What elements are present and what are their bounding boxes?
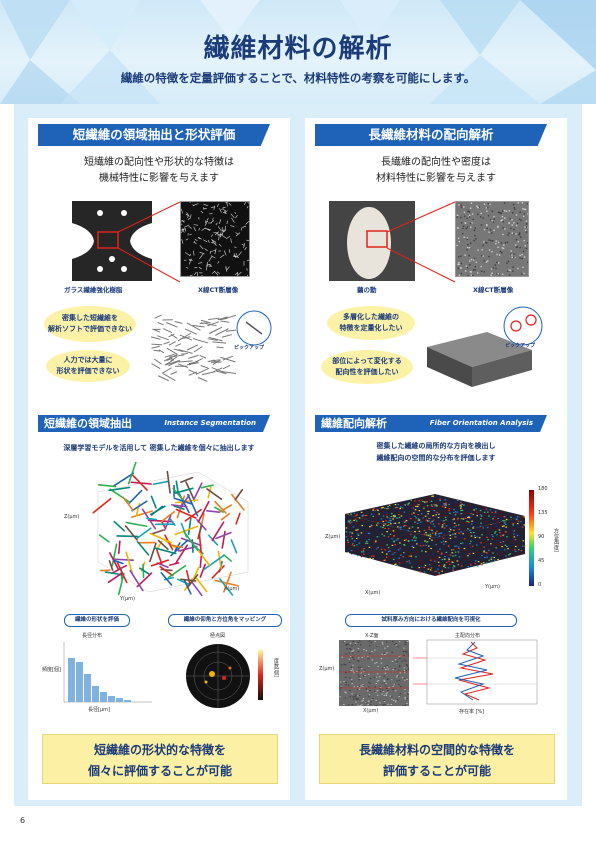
right-intro-line2: 材料特性に影響を与えます [376, 173, 496, 184]
left-bubble-1-line1: 密集した短繊維を [62, 314, 118, 322]
left-section-title: 短繊維の領域抽出 [44, 417, 132, 430]
dist-xlabel: 存在率 [%] [459, 709, 485, 715]
right-bubble-2: 部位によって変化する 配向性を評価したい [321, 350, 413, 384]
polar-title: 極点図 [210, 633, 226, 639]
right-axis-y: Y(μm) [485, 584, 501, 590]
right-panel: 長繊維材料の配向解析 長繊維の配向性や密度は 材料特性に影響を与えます 繭の動 … [305, 118, 567, 800]
left-conclusion: 短繊維の形状的な特徴を 個々に評価することが可能 [42, 734, 278, 784]
right-section-en: Fiber Orientation Analysis [429, 419, 533, 427]
left-fiber-cluster [150, 314, 236, 382]
right-pickup-label: ピックアップ [505, 343, 536, 349]
left-intro-line2: 機械特性に影響を与えます [99, 173, 219, 184]
right-section-title: 繊維配向解析 [321, 417, 387, 430]
cocoon-photo [329, 201, 415, 281]
left-bubble-2-line2: 形状を評価できない [56, 367, 120, 375]
orientation-colorbar [529, 490, 534, 586]
left-bubble-2: 人力では大量に 形状を評価できない [46, 350, 130, 382]
left-ct-image [178, 197, 252, 278]
colorbar-tick: 0 [538, 582, 542, 588]
right-bubble-2-line1: 部位によって変化する [332, 357, 402, 365]
left-axis-x: X(μm) [224, 586, 240, 592]
right-intro: 長繊維の配向性や密度は 材料特性に影響を与えます [305, 155, 567, 187]
left-axis-z: Z(μm) [64, 514, 80, 520]
page-number: 6 [20, 816, 26, 825]
left-pickup-label: ピックアップ [234, 345, 265, 351]
dist-title: 主配向分布 [455, 633, 481, 639]
right-section-desc: 密集した繊維の局所的な方向を検出し 繊維配向の空間的な分布を評価します [305, 440, 567, 464]
right-bubble-1-line2: 特徴を定量化したい [339, 324, 403, 332]
right-conclusion-line2: 評価することが可能 [382, 764, 491, 778]
left-photo-caption: ガラス繊維強化樹脂 [64, 286, 123, 294]
right-zoom-lines [386, 201, 456, 283]
left-ct-caption: X線CT断層像 [198, 286, 239, 294]
left-pickup-circle [236, 310, 272, 346]
right-section-desc-line1: 密集した繊維の局所的な方向を検出し [376, 442, 496, 450]
right-section-desc-line2: 繊維配向の空間的な分布を評価します [376, 454, 496, 462]
right-heading: 長繊維材料の配向解析 [315, 124, 547, 146]
hist-ylabel: 頻度[個] [42, 667, 61, 673]
right-axis-x: X(μm) [365, 590, 381, 596]
left-zoom-lines [117, 201, 181, 283]
left-bubble-2-line1: 人力では大量に [63, 356, 113, 364]
xz-ylabel: Z(μm) [319, 666, 335, 672]
left-bubble-1: 密集した短繊維を解析ソフトで評価できない [44, 306, 136, 342]
header-banner [0, 0, 596, 104]
right-intro-line1: 長繊維の配向性や密度は [381, 157, 491, 168]
left-axis-y: Y(μm) [120, 596, 136, 602]
right-fiber-block [427, 332, 532, 387]
left-pill-shape: 繊維の形状を評価 [64, 614, 130, 627]
specimen-photo [72, 201, 152, 281]
left-pill-angle: 繊維の仰角と方位角をマッピング [168, 614, 282, 627]
xz-section-image [339, 640, 409, 706]
right-ct-image [455, 201, 529, 277]
left-section-desc: 深層学習モデルを活用して 密集した繊維を個々に抽出します [63, 444, 255, 452]
right-conclusion-line1: 長繊維材料の空間的な特徴を [358, 743, 515, 757]
right-pickup-circle [503, 306, 543, 346]
polar-scale-label: 度数[個] [273, 658, 279, 677]
left-section-en: Instance Segmentation [164, 419, 256, 427]
right-bubble-2-line2: 配向性を評価したい [335, 368, 399, 376]
left-conclusion-line1: 短繊維の形状的な特徴を [93, 743, 226, 757]
length-histogram [63, 642, 152, 703]
left-intro: 短繊維の配向性や形状的な特徴は 機械特性に影響を与えます [28, 155, 290, 187]
colorbar-tick: 180 [538, 486, 548, 492]
orientation-3d-block [345, 494, 527, 576]
right-section-heading: 繊維配向解析 Fiber Orientation Analysis [315, 415, 547, 432]
left-panel: 短繊維の領域抽出と形状評価 短繊維の配向性や形状的な特徴は 機械特性に影響を与え… [28, 118, 290, 800]
left-intro-line1: 短繊維の配向性や形状的な特徴は [84, 157, 234, 168]
triangle-pattern [0, 0, 596, 104]
page-title: 繊維材料の解析 [203, 34, 393, 64]
colorbar-tick: 90 [538, 534, 545, 540]
orientation-distribution-plot [413, 639, 538, 705]
right-pill-thickness: 試料厚み方向における繊維配向を可視化 [345, 614, 517, 627]
xz-xlabel: X(μm) [363, 708, 379, 714]
right-conclusion: 長繊維材料の空間的な特徴を 評価することが可能 [319, 734, 555, 784]
colorbar-tick: 45 [538, 558, 545, 564]
left-bubble-1-line2: 解析ソフトで評価できない [48, 325, 132, 333]
left-conclusion-line2: 個々に評価することが可能 [87, 764, 232, 778]
colorbar-tick: 135 [538, 510, 548, 516]
segmentation-3d-plot [92, 462, 249, 597]
xz-title: X-Z面 [365, 633, 379, 639]
right-axis-z: Z(μm) [325, 534, 341, 540]
colorbar-label: 方位角[度] [553, 528, 559, 552]
right-photo-caption: 繭の動 [357, 286, 377, 294]
left-section-heading: 短繊維の領域抽出 Instance Segmentation [38, 415, 270, 432]
right-ct-caption: X線CT断層像 [473, 286, 514, 294]
page-subtitle: 繊維の特徴を定量評価することで、材料特性の考察を可能にします。 [120, 71, 476, 85]
right-bubble-1-line1: 多層化した繊維の [343, 313, 399, 321]
pole-figure [186, 644, 263, 708]
hist-title: 長径分布 [82, 633, 103, 639]
left-heading: 短繊維の領域抽出と形状評価 [38, 124, 270, 146]
hist-xlabel: 長径[μm] [88, 707, 110, 713]
right-bubble-1: 多層化した繊維の 特徴を定量化したい [327, 306, 415, 340]
